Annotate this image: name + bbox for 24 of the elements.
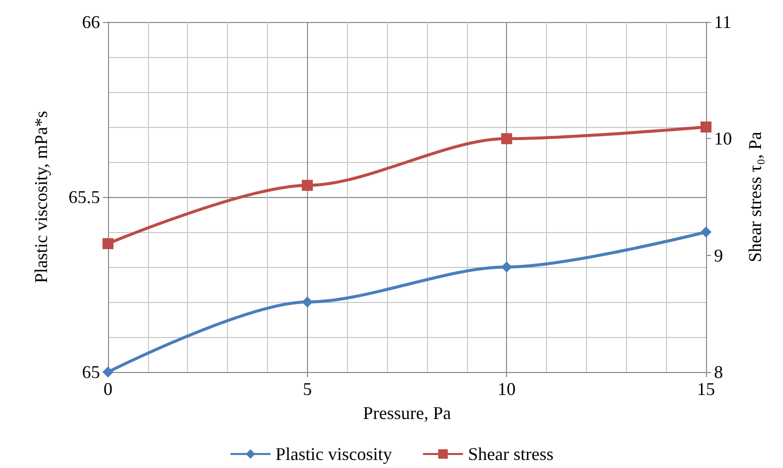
point bbox=[102, 366, 114, 378]
x-tick-label: 5 bbox=[302, 379, 312, 399]
y-tick-label: 65 bbox=[82, 362, 100, 382]
x-tick-label: 15 bbox=[697, 379, 715, 399]
point bbox=[302, 180, 313, 191]
point bbox=[700, 226, 712, 238]
y2-axis-title: Shear stress τ₀, Pa bbox=[745, 132, 765, 262]
legend-label: Shear stress bbox=[468, 444, 554, 464]
legend-label: Plastic viscosity bbox=[276, 444, 392, 464]
point bbox=[501, 133, 512, 144]
point bbox=[102, 238, 114, 250]
y-axis-title: Plastic viscosity, mPa*s bbox=[31, 110, 51, 284]
y-tick-label: 65.5 bbox=[68, 187, 100, 207]
x-axis-title: Pressure, Pa bbox=[363, 403, 451, 423]
y2-tick-label: 9 bbox=[714, 245, 723, 266]
y2-tick-label: 10 bbox=[714, 128, 732, 149]
y2-tick-label: 11 bbox=[714, 12, 732, 32]
point bbox=[302, 296, 313, 308]
x-tick-label: 10 bbox=[498, 379, 516, 399]
point bbox=[501, 262, 512, 272]
point bbox=[700, 122, 712, 132]
x-tick-label: 0 bbox=[104, 379, 112, 399]
y2-tick-label: 8 bbox=[714, 362, 723, 382]
y-tick-label: 66 bbox=[82, 12, 100, 32]
